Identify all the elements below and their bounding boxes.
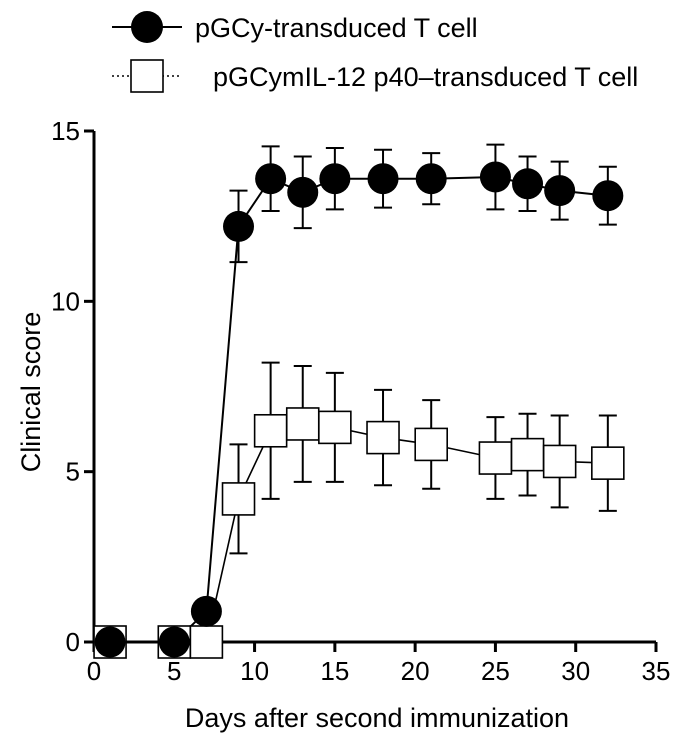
legend-label-series-1: pGCy-transduced T cell bbox=[195, 13, 478, 43]
point-series-1 bbox=[287, 176, 319, 208]
point-series-2 bbox=[542, 444, 577, 479]
error-bars bbox=[229, 143, 617, 555]
legend-label-series-2: pGCymIL-12 p40–transduced T cell bbox=[213, 62, 638, 92]
legend-marker-series-2 bbox=[130, 59, 164, 93]
point-series-1 bbox=[158, 626, 190, 658]
point-series-1 bbox=[479, 161, 511, 193]
x-axis-label: Days after second immunization bbox=[185, 703, 569, 733]
series-line-1 bbox=[110, 175, 608, 643]
point-series-2 bbox=[510, 437, 545, 472]
point-series-1 bbox=[94, 626, 126, 658]
point-series-1 bbox=[544, 175, 576, 207]
x-tick-label: 5 bbox=[167, 656, 181, 686]
y-tick-label: 15 bbox=[51, 116, 80, 146]
y-axis-label: Clinical score bbox=[16, 312, 46, 473]
x-tick-label: 10 bbox=[240, 656, 269, 686]
point-series-1 bbox=[223, 210, 255, 242]
x-tick-label: 0 bbox=[87, 656, 101, 686]
y-tick-label: 10 bbox=[51, 286, 80, 316]
x-tick-label: 30 bbox=[561, 656, 590, 686]
series-lines bbox=[110, 175, 608, 643]
x-tick-label: 20 bbox=[401, 656, 430, 686]
point-series-2 bbox=[414, 427, 449, 462]
y-tick-label: 0 bbox=[66, 627, 80, 657]
point-series-2 bbox=[189, 625, 224, 659]
point-series-2 bbox=[591, 446, 625, 480]
point-series-2 bbox=[478, 441, 513, 475]
point-series-1 bbox=[592, 180, 624, 212]
x-tick-label: 15 bbox=[320, 656, 349, 686]
point-series-1 bbox=[319, 163, 351, 195]
point-series-2 bbox=[318, 410, 352, 445]
point-series-2 bbox=[285, 407, 320, 441]
point-series-1 bbox=[255, 163, 287, 195]
y-tick-label: 5 bbox=[66, 457, 80, 487]
point-series-1 bbox=[190, 595, 222, 627]
data-markers bbox=[93, 161, 625, 659]
point-series-1 bbox=[415, 163, 447, 195]
axes: 0 5 10 15 20 25 30 35 0 5 10 15 bbox=[51, 116, 670, 686]
x-tick-label: 35 bbox=[642, 656, 671, 686]
point-series-2 bbox=[221, 482, 256, 516]
point-series-2 bbox=[253, 413, 288, 448]
legend: pGCy-transduced T cell pGCymIL-12 p40–tr… bbox=[112, 11, 638, 93]
point-series-1 bbox=[367, 163, 399, 195]
x-tick-label: 25 bbox=[481, 656, 510, 686]
legend-marker-series-1 bbox=[131, 11, 163, 43]
point-series-1 bbox=[512, 168, 544, 200]
point-series-2 bbox=[366, 420, 400, 455]
